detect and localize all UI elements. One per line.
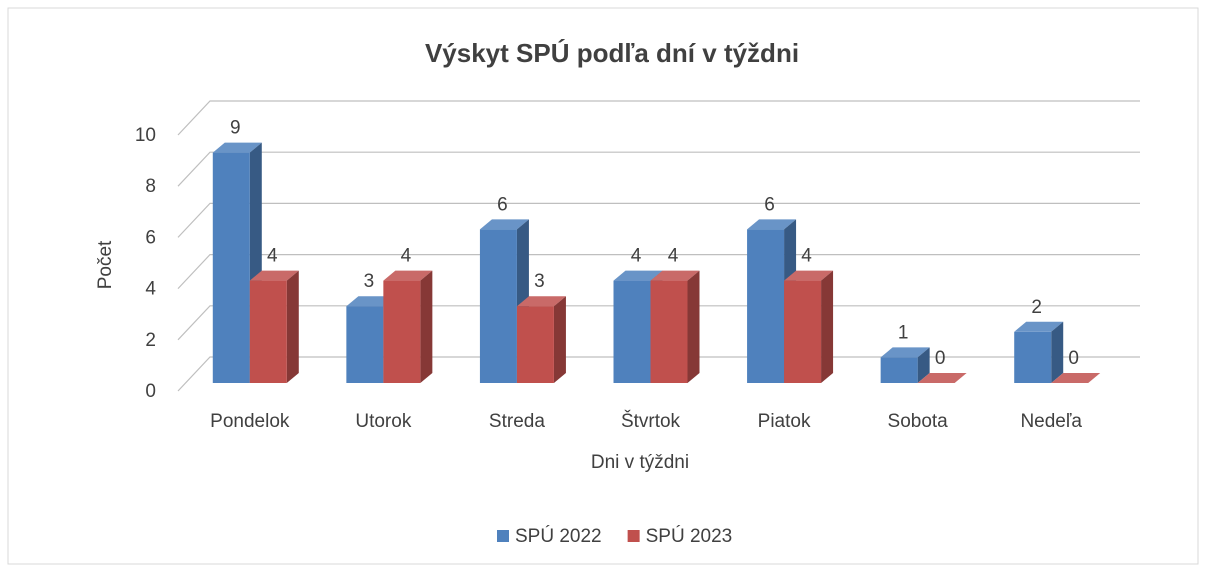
bar (383, 270, 433, 383)
data-label: 6 (497, 194, 508, 215)
bar (880, 347, 930, 383)
legend-swatch (497, 530, 509, 542)
data-label: 3 (534, 271, 545, 292)
chart-border (7, 7, 1199, 565)
data-label: 4 (668, 246, 679, 267)
x-tick-label: Sobota (888, 411, 949, 432)
bar-front (249, 280, 287, 383)
bar-front (784, 280, 822, 383)
bar-top (249, 270, 299, 281)
bar (1051, 373, 1101, 383)
bar-side (1051, 321, 1064, 383)
bar (249, 270, 299, 383)
bar-top (1051, 373, 1101, 383)
grid-line (177, 202, 1140, 238)
x-tick-label: Nedeľa (1020, 411, 1082, 432)
bar-top (784, 270, 834, 281)
bar-top (479, 219, 529, 230)
bar-side (917, 347, 930, 383)
data-label: 3 (364, 271, 375, 292)
bar-top (880, 347, 930, 358)
chart-title: Výskyt SPÚ podľa dní v týždni (425, 38, 799, 68)
bar-side (687, 270, 700, 383)
y-tick-label: 2 (145, 330, 156, 351)
bar-front (613, 280, 651, 383)
grid-line (177, 151, 1140, 187)
bar-front (650, 280, 688, 383)
bar-top (516, 296, 566, 307)
bar-side (286, 270, 299, 383)
legend-swatch (627, 530, 640, 542)
bar-side (821, 270, 834, 383)
legend-label: SPÚ 2022 (515, 525, 602, 547)
legend-label: SPÚ 2023 (646, 525, 733, 547)
bar-top (1014, 321, 1064, 332)
data-label: 2 (1031, 297, 1042, 318)
bar (784, 270, 834, 383)
bar (516, 296, 566, 383)
bar-top (346, 296, 396, 307)
bar-front (880, 357, 918, 383)
bar-top (747, 219, 797, 230)
bar-top (917, 373, 967, 383)
data-label: 4 (267, 246, 278, 267)
x-tick-label: Štvrtok (621, 410, 681, 432)
bar-front (1014, 331, 1052, 383)
bar-side (420, 270, 433, 383)
y-tick-label: 10 (135, 125, 156, 146)
bar (917, 373, 967, 383)
y-axis-title: Počet (95, 240, 116, 289)
y-tick-label: 8 (145, 176, 156, 197)
bar (1014, 321, 1064, 383)
bar-front (212, 152, 250, 383)
x-axis-title: Dni v týždni (591, 452, 689, 473)
data-label: 1 (898, 322, 909, 343)
bar-top (383, 270, 433, 281)
grid-line (177, 254, 1140, 290)
bar-front (479, 229, 517, 383)
data-label: 0 (935, 348, 946, 369)
bar (650, 270, 700, 383)
bar-front (747, 229, 785, 383)
bar-side (553, 296, 566, 383)
y-tick-label: 6 (145, 227, 156, 248)
bar-top (650, 270, 700, 281)
y-tick-label: 0 (145, 381, 156, 402)
bar-top (613, 270, 663, 281)
bar-top (212, 142, 262, 153)
data-label: 6 (764, 194, 775, 215)
x-tick-label: Pondelok (210, 411, 290, 432)
x-tick-label: Piatok (758, 411, 811, 432)
x-tick-label: Utorok (355, 411, 411, 432)
data-label: 4 (401, 246, 412, 267)
data-label: 9 (230, 118, 241, 139)
bar-front (516, 306, 554, 383)
grid-line (177, 100, 1140, 136)
data-label: 0 (1068, 348, 1079, 369)
bar-front (346, 306, 384, 383)
data-label: 4 (631, 246, 642, 267)
data-label: 4 (801, 246, 812, 267)
y-tick-label: 4 (145, 279, 156, 300)
bar-front (383, 280, 421, 383)
x-tick-label: Streda (489, 411, 545, 432)
